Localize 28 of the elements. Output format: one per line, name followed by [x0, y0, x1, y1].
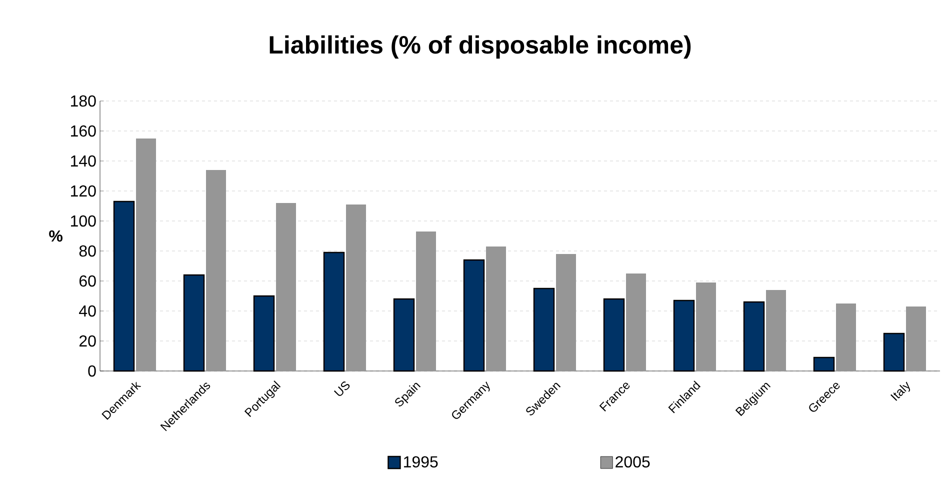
- y-tick-label: 120: [71, 185, 96, 197]
- x-tick-label: US: [334, 381, 350, 396]
- y-tick-label: 80: [79, 245, 96, 257]
- legend-label: 1995: [404, 456, 438, 468]
- x-tick-label: Italy: [890, 382, 910, 401]
- y-axis-title: %: [49, 230, 62, 242]
- bar: [696, 282, 716, 371]
- bar: [766, 290, 786, 371]
- bar: [556, 254, 576, 371]
- bar: [906, 306, 926, 371]
- y-tick-label: 60: [80, 275, 96, 287]
- y-tick-label: 20: [79, 335, 96, 347]
- y-tick-label: 160: [71, 125, 96, 137]
- y-tick-label: 100: [71, 215, 96, 227]
- chart-title: Liabilities (% of disposable income): [270, 35, 691, 59]
- bar: [836, 303, 856, 371]
- bar: [276, 202, 296, 371]
- bar: [136, 138, 156, 371]
- legend-label: 2005: [616, 456, 650, 468]
- bar: [416, 231, 436, 371]
- y-tick-label: 40: [79, 305, 96, 317]
- y-tick-label: 140: [71, 155, 96, 167]
- bar: [486, 246, 506, 371]
- bar: [346, 204, 366, 371]
- y-tick-label: 0: [88, 365, 96, 377]
- bar: [206, 170, 226, 371]
- y-tick-label: 180: [71, 95, 96, 107]
- bar: [626, 273, 646, 371]
